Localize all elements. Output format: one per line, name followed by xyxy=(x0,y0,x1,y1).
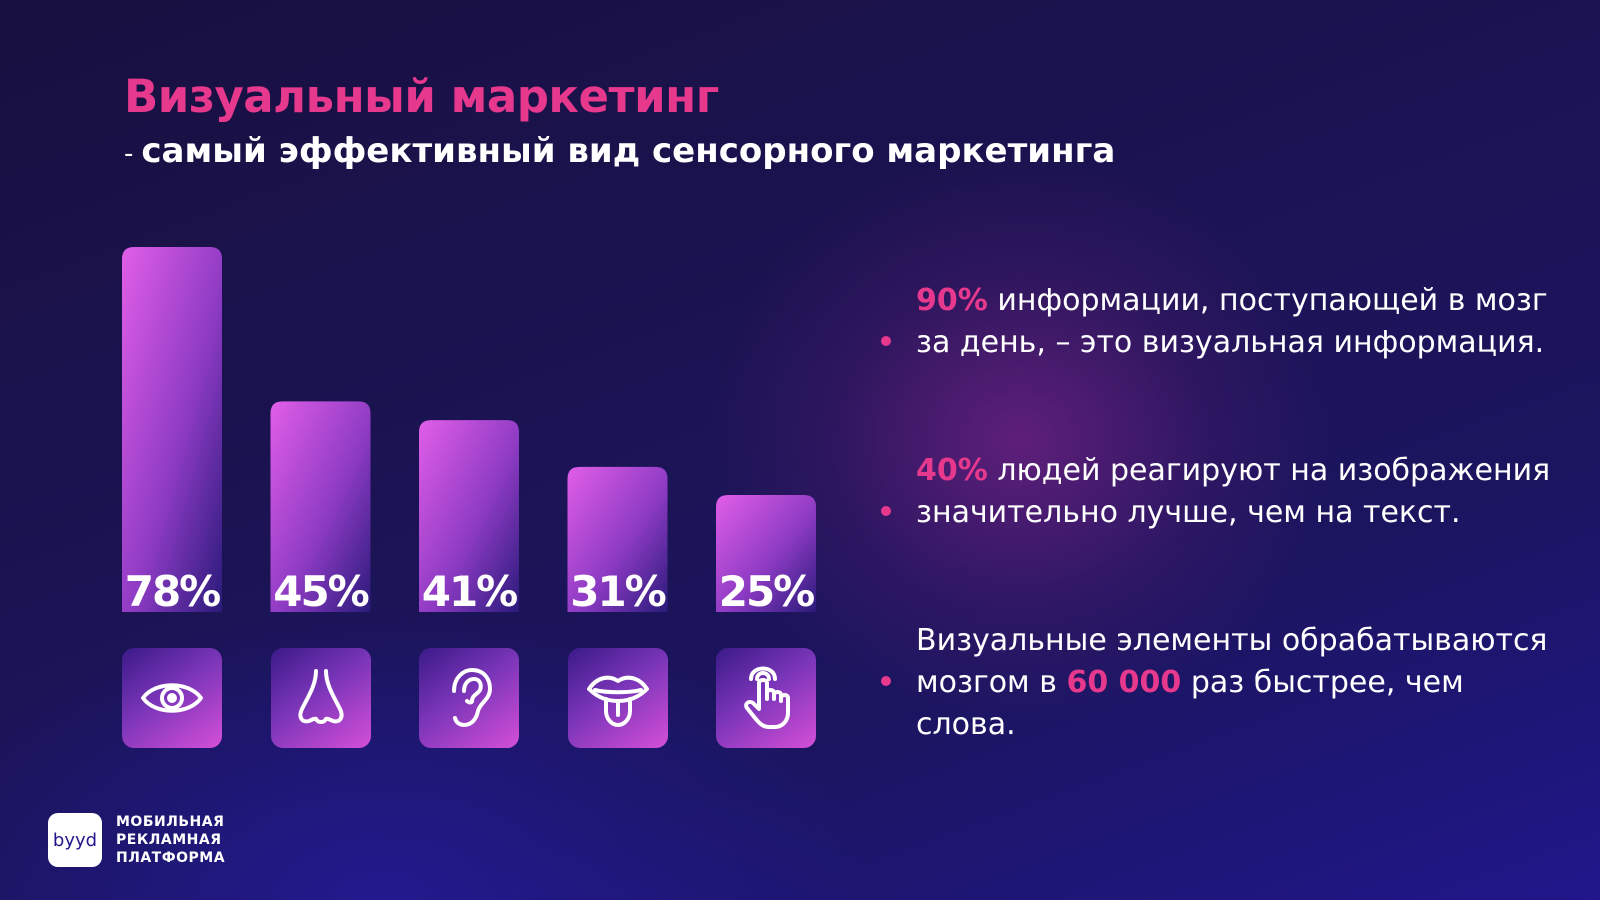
bars-group xyxy=(122,247,816,612)
bar-value-label: 45% xyxy=(273,567,370,616)
tongue-icon xyxy=(583,663,653,733)
brand-line: МОБИЛЬНАЯ xyxy=(116,814,225,830)
brand: byyd МОБИЛЬНАЯ РЕКЛАМНАЯ ПЛАТФОРМА xyxy=(48,813,225,867)
brand-logo: byyd xyxy=(48,813,102,867)
bullet-dot xyxy=(881,506,891,516)
fact-item: 90% информации, поступающей в мозг за де… xyxy=(876,280,1566,364)
icon-tile xyxy=(122,648,222,748)
ear-icon xyxy=(434,663,504,733)
subtitle-text: самый эффективный вид сенсорного маркети… xyxy=(141,131,1116,171)
fact-text: Визуальные элементы обрабатываются мозго… xyxy=(916,620,1566,746)
eye-icon xyxy=(137,663,207,733)
page-subtitle: - самый эффективный вид сенсорного маркет… xyxy=(124,131,1115,171)
fact-text: 40% людей реагируют на изображения значи… xyxy=(916,450,1566,534)
fact-item: Визуальные элементы обрабатываются мозго… xyxy=(876,620,1566,746)
fact-body: раз быстрее, чем слова. xyxy=(916,665,1464,742)
fact-body: информации, поступающей в мозг за день, … xyxy=(916,283,1548,360)
icon-tile xyxy=(716,648,816,748)
bar-value-label: 25% xyxy=(718,567,816,616)
fact-body: людей реагируют на изображения значитель… xyxy=(916,453,1551,530)
hand-pointer-icon xyxy=(731,663,801,733)
brand-line: ПЛАТФОРМА xyxy=(116,850,226,866)
fact-highlight: 40% xyxy=(916,453,988,488)
fact-body: Визуальные элементы обрабатываются мозго… xyxy=(916,623,1548,700)
icon-tile xyxy=(419,648,519,748)
bullet-dot xyxy=(881,336,891,346)
nose-icon xyxy=(286,663,356,733)
brand-text: МОБИЛЬНАЯ РЕКЛАМНАЯ ПЛАТФОРМА xyxy=(116,813,225,867)
icon-tile xyxy=(270,648,371,748)
fact-highlight: 60 000 xyxy=(1066,665,1182,700)
bar-value-label: 31% xyxy=(570,567,667,616)
bar-value-label: 78% xyxy=(124,567,222,616)
brand-line: РЕКЛАМНАЯ xyxy=(116,832,222,848)
fact-highlight: 90% xyxy=(916,283,988,318)
icon-tile xyxy=(567,648,668,748)
fact-item: 40% людей реагируют на изображения значи… xyxy=(876,450,1566,534)
subtitle-dash: - xyxy=(124,139,134,169)
page-title: Визуальный маркетинг xyxy=(124,70,719,123)
fact-text: 90% информации, поступающей в мозг за де… xyxy=(916,280,1566,364)
bar-sight xyxy=(122,247,222,612)
bullet-dot xyxy=(881,676,891,686)
bar-value-label: 41% xyxy=(421,567,519,616)
